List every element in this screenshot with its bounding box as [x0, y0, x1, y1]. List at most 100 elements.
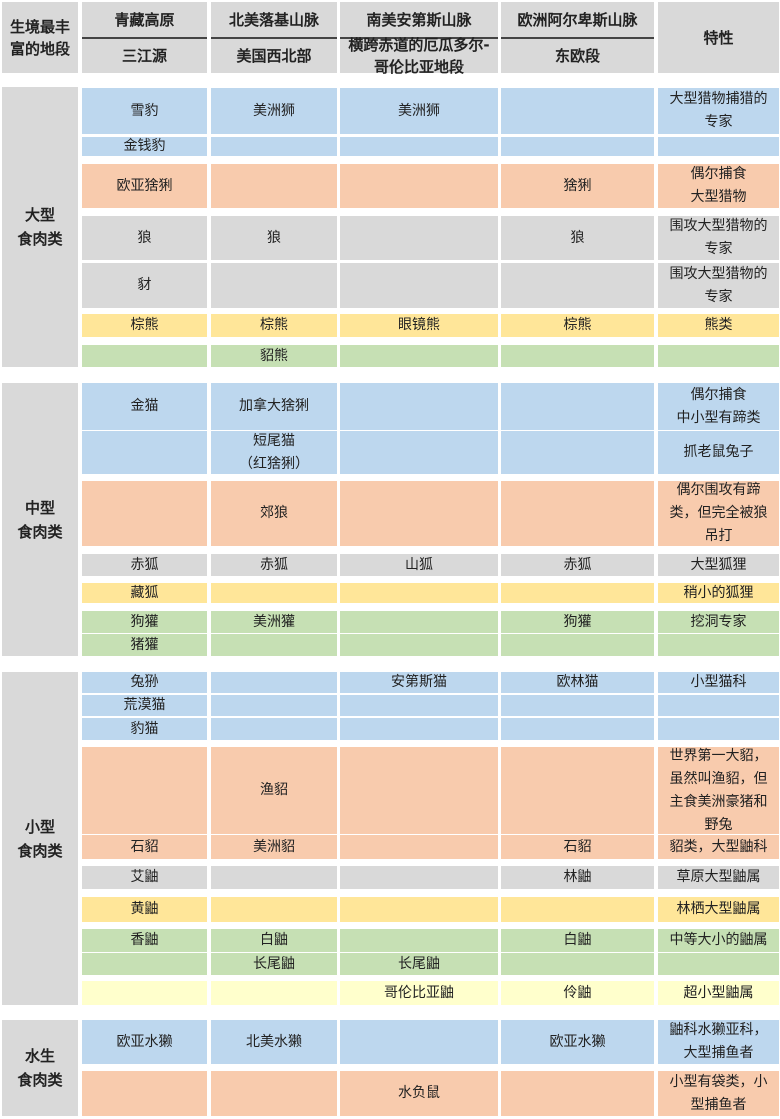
cell-qinghai-tibet — [82, 481, 207, 546]
cell-andes — [340, 929, 498, 952]
cell-trait: 挖洞专家 — [658, 611, 779, 633]
cell-andes: 眼镜熊 — [340, 314, 498, 337]
header-region-alps: 欧洲阿尔卑斯山脉 — [501, 2, 654, 37]
cell-rocky-mountains — [211, 263, 337, 308]
header-region-rocky-mountains: 北美落基山脉 — [211, 2, 337, 37]
cell-qinghai-tibet: 棕熊 — [82, 314, 207, 337]
cell-rocky-mountains: 长尾鼬 — [211, 953, 337, 975]
cell-rocky-mountains: 棕熊 — [211, 314, 337, 337]
cell-qinghai-tibet: 赤狐 — [82, 554, 207, 576]
cell-andes — [340, 1020, 498, 1064]
section-label: 小型 食肉类 — [2, 672, 78, 1005]
cell-qinghai-tibet: 猪獾 — [82, 634, 207, 656]
cell-qinghai-tibet: 金钱豹 — [82, 137, 207, 156]
cell-andes — [340, 137, 498, 156]
cell-qinghai-tibet — [82, 981, 207, 1005]
cell-alps — [501, 747, 654, 834]
cell-alps: 棕熊 — [501, 314, 654, 337]
cell-rocky-mountains: 美洲貂 — [211, 835, 337, 859]
cell-qinghai-tibet: 荒漠猫 — [82, 695, 207, 716]
cell-rocky-mountains — [211, 718, 337, 740]
cell-alps — [501, 583, 654, 603]
cell-qinghai-tibet: 雪豹 — [82, 88, 207, 134]
cell-rocky-mountains — [211, 897, 337, 922]
cell-trait: 大型猎物捕猎的 专家 — [658, 88, 779, 134]
cell-trait — [658, 345, 779, 367]
cell-trait: 抓老鼠兔子 — [658, 431, 779, 474]
cell-qinghai-tibet: 狼 — [82, 216, 207, 260]
header-subregion-alps: 东欧段 — [501, 39, 654, 73]
cell-andes: 山狐 — [340, 554, 498, 576]
cell-andes: 安第斯猫 — [340, 672, 498, 693]
cell-trait — [658, 137, 779, 156]
cell-trait: 围攻大型猎物的 专家 — [658, 216, 779, 260]
cell-alps: 伶鼬 — [501, 981, 654, 1005]
cell-trait: 偶尔围攻有蹄 类，但完全被狼 吊打 — [658, 481, 779, 546]
section-label: 大型 食肉类 — [2, 87, 78, 367]
cell-rocky-mountains — [211, 634, 337, 656]
cell-rocky-mountains: 白鼬 — [211, 929, 337, 952]
cell-andes — [340, 866, 498, 889]
header-subregion-andes: 横跨赤道的厄瓜多尔- 哥伦比亚地段 — [340, 36, 498, 76]
cell-alps: 欧亚水獭 — [501, 1020, 654, 1064]
cell-rocky-mountains — [211, 583, 337, 603]
cell-andes — [340, 345, 498, 367]
header-divider — [340, 37, 498, 39]
cell-andes — [340, 583, 498, 603]
cell-alps: 欧林猫 — [501, 672, 654, 693]
cell-alps — [501, 1071, 654, 1116]
cell-rocky-mountains: 短尾猫 （红猞猁） — [211, 431, 337, 474]
header-trait: 特性 — [658, 2, 779, 73]
cell-qinghai-tibet: 艾鼬 — [82, 866, 207, 889]
cell-andes — [340, 431, 498, 474]
cell-andes — [340, 481, 498, 546]
cell-trait: 围攻大型猎物的 专家 — [658, 263, 779, 308]
cell-trait: 世界第一大貂， 虽然叫渔貂，但 主食美洲豪猪和 野兔 — [658, 747, 779, 834]
cell-alps: 赤狐 — [501, 554, 654, 576]
cell-qinghai-tibet: 狗獾 — [82, 611, 207, 633]
cell-qinghai-tibet: 豹猫 — [82, 718, 207, 740]
cell-alps: 狼 — [501, 216, 654, 260]
cell-andes — [340, 383, 498, 430]
cell-andes — [340, 835, 498, 859]
cell-rocky-mountains: 美洲獾 — [211, 611, 337, 633]
cell-rocky-mountains: 加拿大猞猁 — [211, 383, 337, 430]
cell-trait: 林栖大型鼬属 — [658, 897, 779, 922]
cell-qinghai-tibet: 香鼬 — [82, 929, 207, 952]
header-subregion-rocky-mountains: 美国西北部 — [211, 39, 337, 73]
cell-alps: 狗獾 — [501, 611, 654, 633]
cell-andes — [340, 164, 498, 208]
header-divider — [501, 37, 654, 39]
cell-rocky-mountains — [211, 137, 337, 156]
cell-andes: 水负鼠 — [340, 1071, 498, 1116]
cell-qinghai-tibet: 黄鼬 — [82, 897, 207, 922]
cell-rocky-mountains: 郊狼 — [211, 481, 337, 546]
cell-trait — [658, 695, 779, 716]
header-region-qinghai-tibet: 青藏高原 — [82, 2, 207, 37]
cell-andes — [340, 634, 498, 656]
cell-alps — [501, 953, 654, 975]
cell-qinghai-tibet: 石貂 — [82, 835, 207, 859]
cell-trait: 鼬科水獭亚科， 大型捕鱼者 — [658, 1020, 779, 1064]
cell-alps — [501, 431, 654, 474]
cell-rocky-mountains: 貂熊 — [211, 345, 337, 367]
cell-alps — [501, 718, 654, 740]
cell-rocky-mountains — [211, 1071, 337, 1116]
cell-trait: 偶尔捕食 大型猎物 — [658, 164, 779, 208]
header-corner: 生境最丰 富的地段 — [2, 2, 78, 73]
cell-andes: 哥伦比亚鼬 — [340, 981, 498, 1005]
cell-alps — [501, 88, 654, 134]
header-divider — [211, 37, 337, 39]
cell-trait: 大型狐狸 — [658, 554, 779, 576]
cell-rocky-mountains: 美洲狮 — [211, 88, 337, 134]
header-region-andes: 南美安第斯山脉 — [340, 2, 498, 37]
cell-trait — [658, 634, 779, 656]
cell-andes — [340, 718, 498, 740]
cell-trait: 熊类 — [658, 314, 779, 337]
cell-trait: 偶尔捕食 中小型有蹄类 — [658, 383, 779, 430]
section-label: 水生 食肉类 — [2, 1020, 78, 1116]
cell-qinghai-tibet — [82, 431, 207, 474]
cell-alps: 猞猁 — [501, 164, 654, 208]
cell-trait: 中等大小的鼬属 — [658, 929, 779, 952]
